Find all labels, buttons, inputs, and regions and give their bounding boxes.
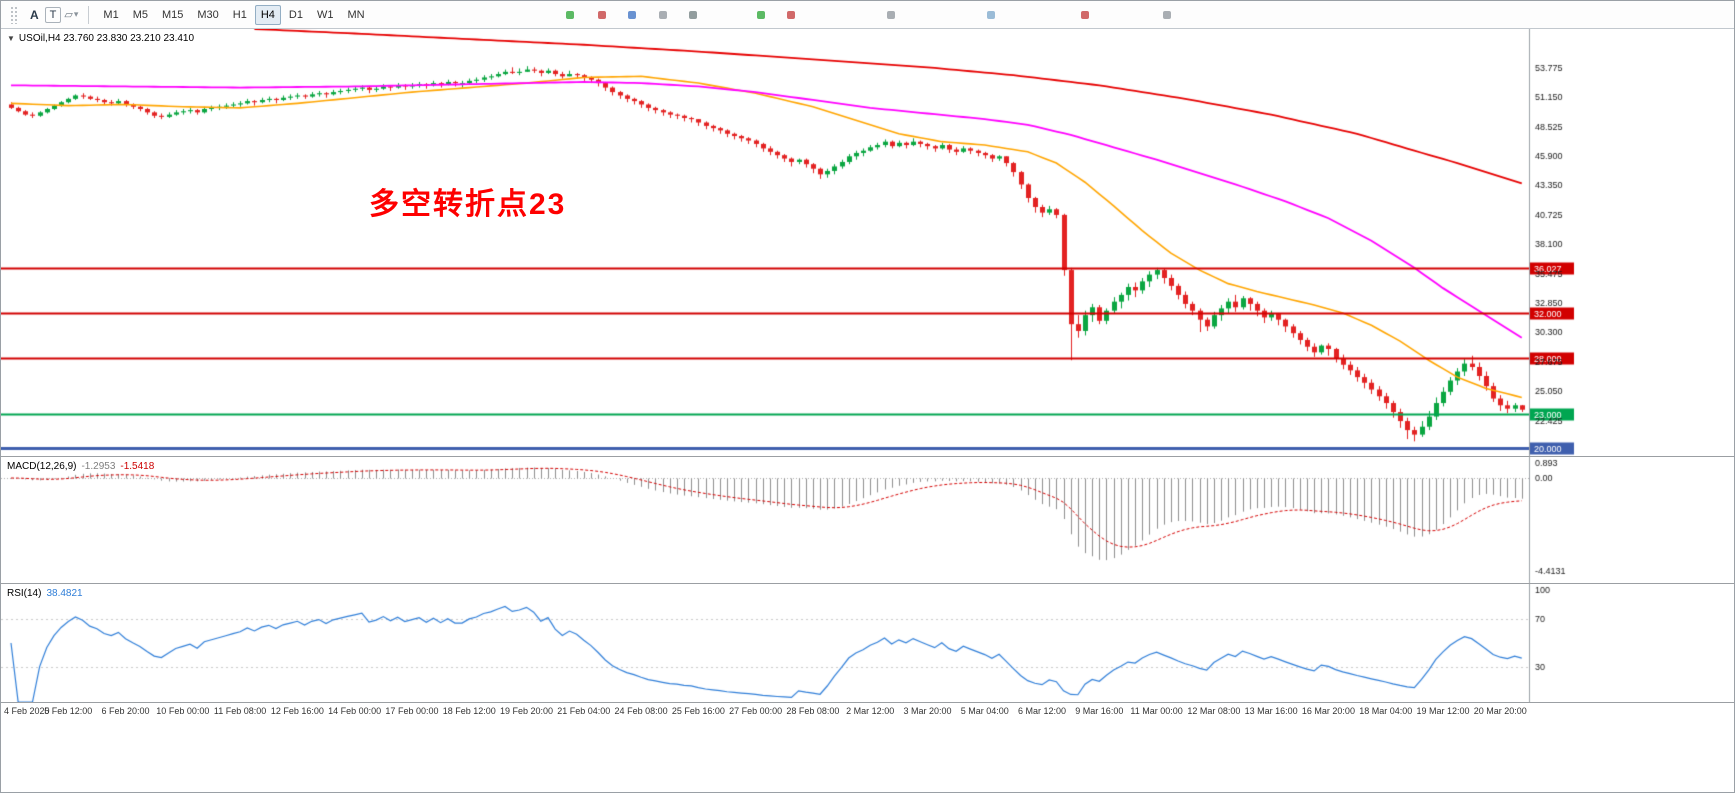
rsi-panel: RSI(14) 38.4821 [1, 584, 1734, 702]
toolbar: A T ▱ ▾ M1 M5 M15 M30 H1 H4 D1 W1 MN [1, 1, 1734, 29]
toolbar-icon-4[interactable] [659, 11, 667, 19]
time-axis-label: 2 Mar 12:00 [846, 706, 895, 716]
time-axis-label: 11 Mar 00:00 [1130, 706, 1183, 716]
macd-label: MACD(12,26,9) -1.2953 -1.5418 [7, 461, 159, 472]
timeframe-m30-button[interactable]: M30 [191, 5, 224, 25]
timeframe-m5-button[interactable]: M5 [127, 5, 154, 25]
time-axis-label: 10 Feb 00:00 [156, 706, 210, 716]
time-axis-label: 6 Mar 12:00 [1018, 706, 1067, 716]
macd-main-value: -1.2953 [81, 461, 116, 472]
symbol-dropdown-icon[interactable]: ▼ [7, 34, 15, 43]
time-axis-label: 16 Mar 20:00 [1301, 706, 1355, 716]
timeframe-m1-button[interactable]: M1 [97, 5, 124, 25]
time-axis-label: 21 Feb 04:00 [557, 706, 611, 716]
timeframe-w1-button[interactable]: W1 [311, 5, 340, 25]
chevron-down-icon: ▾ [73, 9, 79, 19]
time-axis-label: 20 Mar 20:00 [1473, 706, 1527, 716]
toolbar-icon-6[interactable] [757, 11, 765, 19]
toolbar-icon-3[interactable] [628, 11, 636, 19]
timeframe-h4-button[interactable]: H4 [254, 4, 281, 25]
macd-canvas[interactable] [1, 457, 1734, 583]
time-axis-label: 11 Feb 08:00 [213, 706, 267, 716]
timeframe-mn-button[interactable]: MN [341, 5, 370, 25]
symbol-quote-text: USOil,H4 23.760 23.830 23.210 23.410 [18, 33, 195, 44]
time-axis-label: 12 Feb 16:00 [270, 706, 324, 716]
macd-signal-value: -1.5418 [120, 461, 155, 472]
time-axis-label: 27 Feb 00:00 [729, 706, 783, 716]
time-axis-label: 25 Feb 16:00 [671, 706, 725, 716]
toolbar-icon-2[interactable] [598, 11, 606, 19]
timeframe-h1-button[interactable]: H1 [227, 5, 253, 25]
time-axis[interactable]: 4 Feb 2020 5 Feb 12:00 6 Feb 20:00 10 Feb 0… [1, 703, 1734, 721]
macd-name: MACD(12,26,9) [7, 461, 77, 472]
shapes-tool-button[interactable]: ▱ ▾ [61, 6, 81, 23]
toolbar-icon-9[interactable] [987, 11, 995, 19]
label-tool-button[interactable]: T [44, 6, 62, 23]
panel-splitter-rsi[interactable] [1, 583, 1734, 584]
toolbar-icon-5[interactable] [689, 11, 697, 19]
rsi-canvas[interactable] [1, 584, 1734, 702]
timeframe-m15-button[interactable]: M15 [156, 5, 189, 25]
toolbar-icon-1[interactable] [566, 11, 574, 19]
toolbar-icon-11[interactable] [1163, 11, 1171, 19]
timeframe-group: M1 M5 M15 M30 H1 H4 D1 W1 MN [96, 4, 371, 25]
time-axis-label: 18 Feb 12:00 [442, 706, 496, 716]
time-axis-label: 12 Mar 08:00 [1187, 706, 1241, 716]
time-axis-label: 19 Feb 20:00 [499, 706, 554, 716]
window-bottom-space [1, 721, 1734, 792]
time-axis-label: 5 Mar 04:00 [960, 706, 1009, 716]
rsi-name: RSI(14) [7, 588, 42, 599]
rsi-value: 38.4821 [46, 588, 83, 599]
shapes-icon: ▱ [64, 9, 73, 21]
time-axis-label: 17 Feb 00:00 [385, 706, 439, 716]
time-axis-label: 4 Feb 2020 [4, 706, 50, 716]
toolbar-icon-10[interactable] [1081, 11, 1089, 19]
time-axis-label: 5 Feb 12:00 [44, 706, 93, 716]
main-chart-panel: ▼ USOil,H4 23.760 23.830 23.210 23.410 多… [1, 29, 1734, 456]
symbol-label: ▼ USOil,H4 23.760 23.830 23.210 23.410 [7, 33, 194, 44]
text-tool-button[interactable]: A [24, 5, 45, 25]
price-chart-canvas[interactable] [1, 29, 1734, 456]
panel-splitter-macd[interactable] [1, 456, 1734, 457]
panel-splitter-time [1, 702, 1734, 703]
time-axis-label: 6 Feb 20:00 [101, 706, 150, 716]
rsi-label: RSI(14) 38.4821 [7, 588, 88, 599]
time-axis-label: 28 Feb 08:00 [786, 706, 840, 716]
macd-panel: MACD(12,26,9) -1.2953 -1.5418 [1, 457, 1734, 583]
time-axis-label: 18 Mar 04:00 [1359, 706, 1413, 716]
time-axis-label: 3 Mar 20:00 [903, 706, 952, 716]
time-axis-label: 24 Feb 08:00 [614, 706, 668, 716]
toolbar-icon-7[interactable] [787, 11, 795, 19]
time-axis-label: 13 Mar 16:00 [1244, 706, 1298, 716]
time-axis-label: 14 Feb 00:00 [328, 706, 382, 716]
toolbar-grip[interactable] [10, 5, 19, 24]
time-axis-label: 9 Mar 16:00 [1075, 706, 1124, 716]
toolbar-separator [88, 5, 90, 24]
time-axis-label: 19 Mar 12:00 [1416, 706, 1470, 716]
chart-annotation-text[interactable]: 多空转折点23 [369, 188, 567, 221]
timeframe-d1-button[interactable]: D1 [283, 5, 309, 25]
toolbar-icon-8[interactable] [887, 11, 895, 19]
